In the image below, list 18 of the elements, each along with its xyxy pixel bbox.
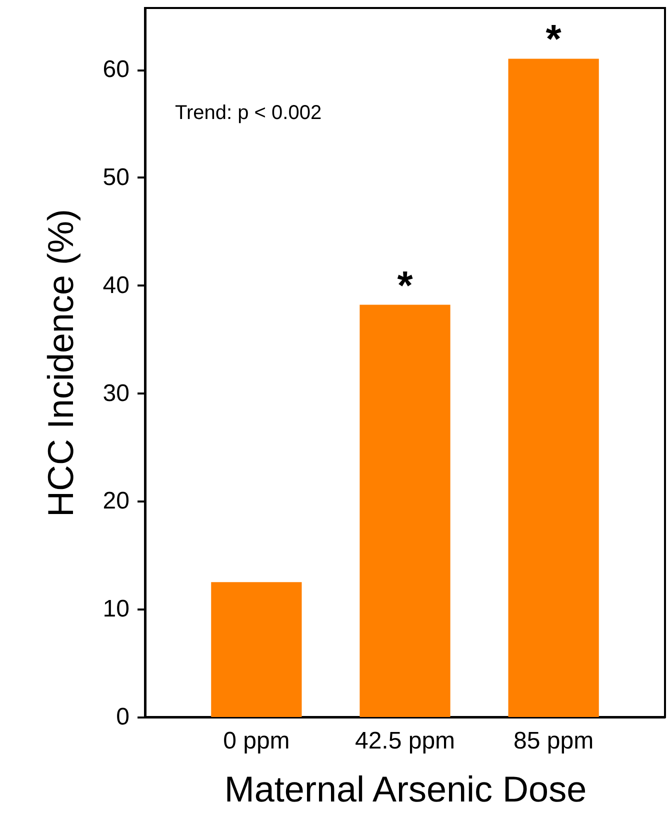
annotation: *	[546, 18, 562, 62]
bar	[360, 304, 450, 717]
bar	[508, 58, 599, 717]
y-tick-label: 60	[102, 56, 130, 84]
annotation: *	[397, 264, 414, 308]
x-axis-title: Maternal Arsenic Dose	[224, 768, 587, 810]
y-tick-label: 50	[102, 164, 130, 191]
x-tick-label: 0 ppm	[223, 728, 290, 754]
x-tick-label: 85 ppm	[514, 728, 594, 754]
y-tick-label: 20	[102, 488, 130, 515]
y-tick-label: 30	[102, 380, 130, 407]
y-tick-label: 40	[102, 272, 130, 299]
annotation: Trend: p < 0.002	[175, 102, 322, 124]
y-tick-label: 10	[102, 596, 130, 623]
y-axis-title: HCC Incidence (%)	[40, 208, 81, 518]
x-tick-label: 42.5 ppm	[354, 728, 456, 754]
y-tick-label: 0	[116, 704, 130, 730]
bar	[211, 582, 302, 717]
